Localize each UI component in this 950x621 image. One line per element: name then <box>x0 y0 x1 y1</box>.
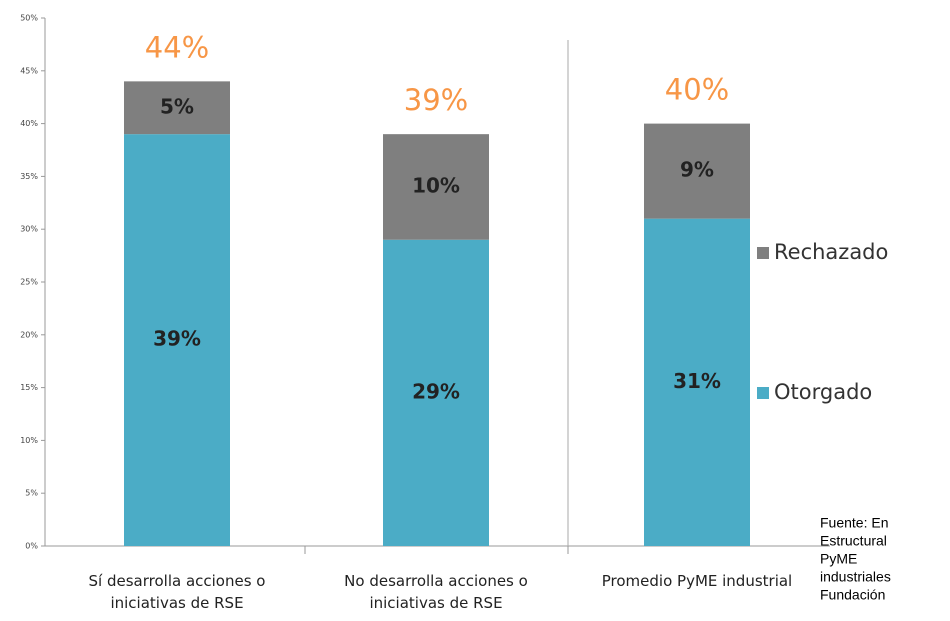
legend-label: Rechazado <box>774 240 888 264</box>
source-note: industriales <box>820 569 891 585</box>
bar-segment <box>644 218 750 546</box>
data-label: 31% <box>673 369 721 393</box>
data-label: 5% <box>160 94 194 118</box>
bar-segment <box>644 123 750 219</box>
bar-segment <box>383 239 489 546</box>
legend-swatch <box>757 247 769 259</box>
total-label: 44% <box>145 30 209 64</box>
x-tick-label: No desarrolla acciones o iniciativas de … <box>344 572 528 612</box>
data-label: 10% <box>412 173 460 197</box>
source-note: Estructural <box>820 533 887 549</box>
y-tick-label: 40% <box>20 119 38 128</box>
data-label: 29% <box>412 379 460 403</box>
y-tick-label: 35% <box>20 172 38 181</box>
y-tick-label: 20% <box>20 330 38 339</box>
y-tick-label: 0% <box>25 542 38 551</box>
y-tick-label: 45% <box>20 66 38 75</box>
source-note: Fundación <box>820 587 885 603</box>
y-tick-label: 30% <box>20 225 38 234</box>
legend-swatch <box>757 387 769 399</box>
y-tick-label: 50% <box>20 14 38 23</box>
data-label: 39% <box>153 327 201 351</box>
x-tick-label: Promedio PyME industrial <box>601 572 793 590</box>
total-label: 40% <box>665 73 729 107</box>
y-tick-label: 25% <box>20 278 38 287</box>
y-tick-label: 15% <box>20 383 38 392</box>
data-label: 9% <box>680 158 714 182</box>
bar-segment <box>124 81 230 135</box>
x-tick-label: Sí desarrolla acciones o iniciativas de … <box>88 572 266 612</box>
source-note: PyME <box>820 551 857 567</box>
y-tick-label: 5% <box>25 489 38 498</box>
total-label: 39% <box>404 83 468 117</box>
y-tick-label: 10% <box>20 436 38 445</box>
legend-label: Otorgado <box>774 380 872 404</box>
bar-segment <box>383 134 489 240</box>
bar-segment <box>124 134 230 546</box>
source-note: Fuente: En <box>820 515 889 531</box>
